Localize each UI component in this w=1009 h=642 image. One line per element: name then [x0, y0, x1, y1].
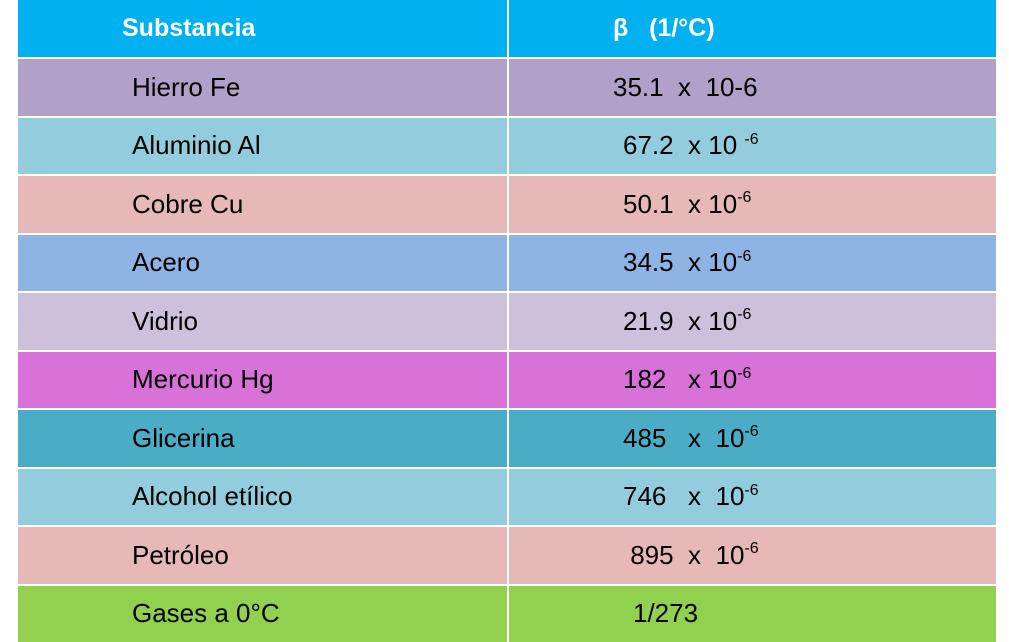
value-text: 895 x 10 [623, 539, 745, 570]
value-cell: 1/273 [509, 585, 996, 642]
value-text: 50.1 x 10 [623, 188, 738, 219]
value-cell: 35.1 x 10-6 [509, 59, 996, 116]
value-text: 35.1 x 10-6 [613, 71, 758, 102]
value-text: 34.5 x 10 [623, 247, 738, 278]
substance-cell: Vidrio [18, 293, 507, 350]
substance-cell: Hierro Fe [18, 59, 507, 116]
value-cell: 67.2 x 10 -6 [509, 117, 996, 174]
value-exponent: -6 [737, 247, 752, 265]
value-cell: 485 x 10 -6 [509, 410, 996, 467]
substance-cell: Gases a 0°C [18, 585, 507, 642]
value-cell: 50.1 x 10 -6 [509, 176, 996, 233]
header-cell: β (1/°C) [509, 0, 996, 57]
value-text: 21.9 x 10 [623, 305, 738, 336]
value-exponent: -6 [737, 306, 752, 324]
value-cell: 34.5 x 10 -6 [509, 234, 996, 291]
value-text: 182 x 10 [623, 364, 738, 395]
substance-cell: Glicerina [18, 410, 507, 467]
value-text: 485 x 10 [623, 422, 745, 453]
substance-cell: Petróleo [18, 527, 507, 584]
value-exponent: -6 [744, 130, 759, 148]
value-text: 1/273 [633, 598, 699, 629]
substance-cell: Alcohol etílico [18, 468, 507, 525]
value-cell: 21.9 x 10 -6 [509, 293, 996, 350]
value-text: 746 x 10 [623, 481, 745, 512]
table: Substancia β (1/°C) Hierro Fe 35.1 x 10-6… [18, 0, 996, 642]
value-text: 67.2 x 10 [623, 130, 745, 161]
value-cell: 895 x 10 -6 [509, 527, 996, 584]
value-exponent: -6 [744, 481, 759, 499]
substance-cell: Acero [18, 234, 507, 291]
substance-cell: Mercurio Hg [18, 351, 507, 408]
value-exponent: -6 [737, 364, 752, 382]
value-exponent: -6 [737, 189, 752, 207]
value-exponent: -6 [744, 540, 759, 558]
header-cell: Substancia [18, 0, 507, 57]
substance-cell: Aluminio Al [18, 117, 507, 174]
value-exponent: -6 [744, 423, 759, 441]
substance-cell: Cobre Cu [18, 176, 507, 233]
value-cell: 746 x 10 -6 [509, 468, 996, 525]
value-cell: 182 x 10 -6 [509, 351, 996, 408]
